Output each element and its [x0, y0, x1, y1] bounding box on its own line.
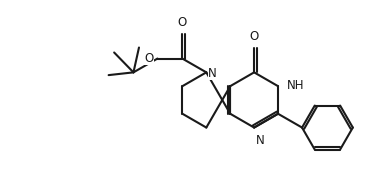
Text: O: O — [249, 30, 259, 43]
Text: N: N — [208, 67, 217, 80]
Text: NH: NH — [287, 79, 305, 92]
Text: O: O — [144, 52, 154, 65]
Text: O: O — [178, 16, 187, 29]
Text: N: N — [256, 134, 265, 147]
